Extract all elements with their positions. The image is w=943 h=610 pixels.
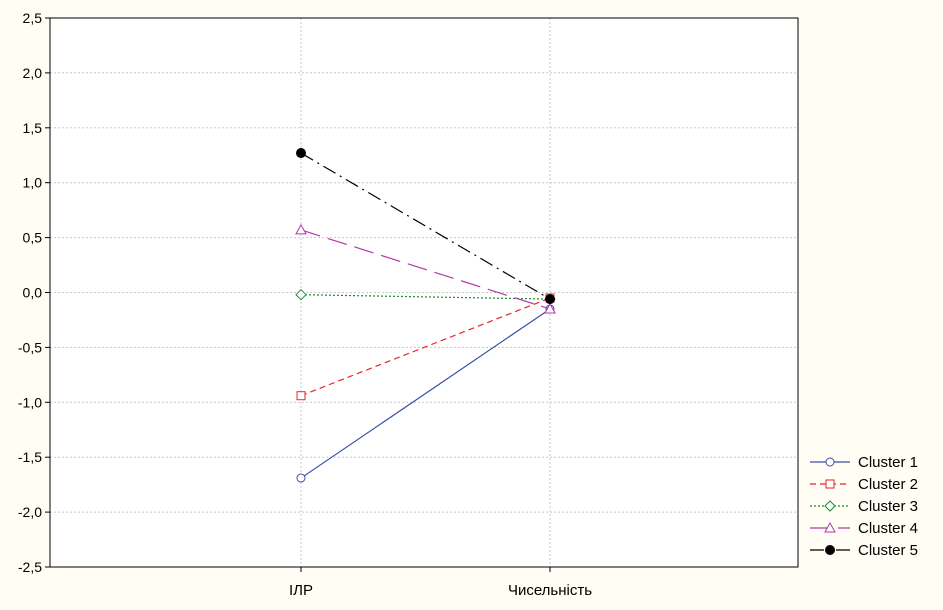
legend-label: Cluster 1: [858, 454, 918, 471]
series-line: [300, 152, 551, 300]
x-tick-label: Чисельність: [508, 582, 592, 599]
series-cluster-4: [295, 223, 556, 314]
legend-item: Cluster 2: [810, 476, 918, 493]
x-tick-label: ІЛР: [289, 582, 313, 599]
y-tick-label: 2,5: [23, 10, 43, 26]
legend-item: Cluster 4: [810, 520, 918, 537]
legend-marker: [825, 457, 835, 467]
legend-label: Cluster 4: [858, 520, 918, 537]
y-tick-label: -1,0: [18, 394, 42, 410]
series-line: [300, 308, 551, 479]
y-tick-label: 0,0: [23, 285, 43, 301]
data-point: [296, 391, 306, 401]
data-point: [295, 223, 307, 235]
legend-label: Cluster 5: [858, 542, 918, 559]
y-tick-label: 0,5: [23, 230, 43, 246]
data-point: [296, 473, 306, 483]
y-tick-label: -0,5: [18, 339, 42, 355]
legend: Cluster 1 Cluster 2 Cluster 3 Cluster 4 Clus…: [810, 454, 918, 559]
y-tick-label: -2,0: [18, 504, 42, 520]
data-point: [545, 294, 555, 305]
y-tick-label: -2,5: [18, 559, 42, 575]
legend-item: Cluster 5: [810, 542, 918, 559]
series-line: [300, 294, 551, 300]
legend-label: Cluster 2: [858, 476, 918, 493]
x-axis: ІЛР Чисельність: [289, 567, 592, 599]
series-line: [300, 297, 551, 397]
legend-marker: [825, 545, 835, 555]
series-group: [295, 148, 556, 483]
legend-item: Cluster 1: [810, 454, 918, 471]
y-axis: 2,5 2,0 1,5 1,0 0,5 0,0 -0,5 -1,0 -1,5 -2,0 -2,5: [18, 10, 50, 575]
data-point: [544, 302, 556, 314]
y-tick-label: 1,5: [23, 120, 43, 136]
data-point: [296, 148, 306, 159]
legend-marker: [824, 500, 836, 512]
legend-marker: [824, 521, 836, 533]
y-tick-label: -1,5: [18, 449, 42, 465]
legend-label: Cluster 3: [858, 498, 918, 515]
data-point: [295, 288, 307, 301]
y-tick-label: 2,0: [23, 65, 43, 81]
series-cluster-5: [296, 148, 555, 305]
y-tick-label: 1,0: [23, 175, 43, 191]
legend-marker: [825, 479, 835, 489]
series-line: [300, 229, 551, 310]
legend-item: Cluster 3: [810, 498, 918, 515]
